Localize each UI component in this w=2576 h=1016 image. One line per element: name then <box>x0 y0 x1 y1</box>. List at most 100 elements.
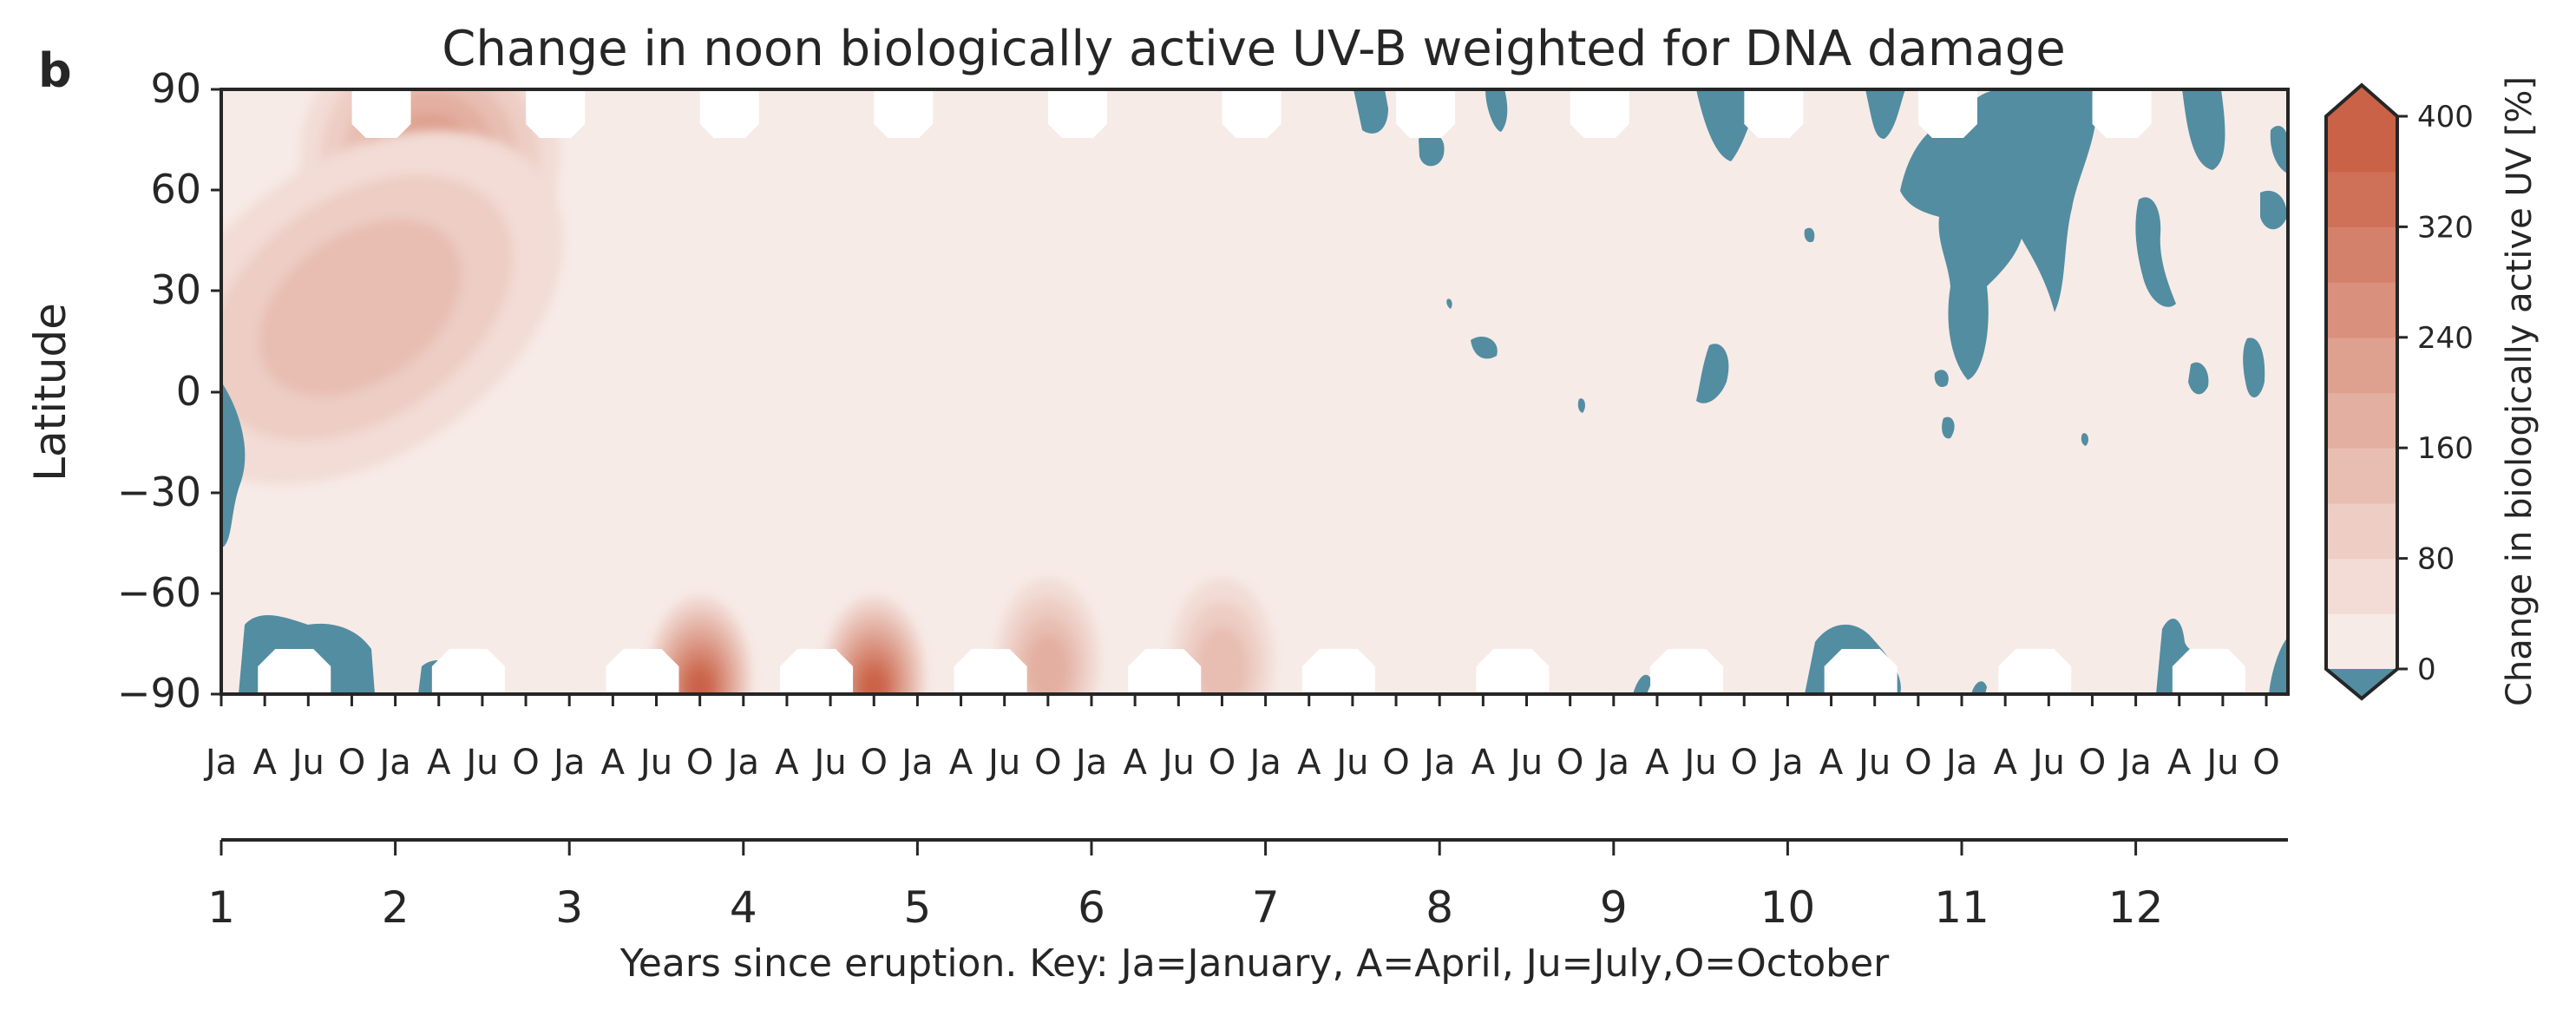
month-tick-label: Ju <box>290 743 324 783</box>
month-tick-label: Ja <box>377 743 410 783</box>
month-tick-label: A <box>1297 743 1321 783</box>
year-tick-label: 7 <box>1252 882 1280 933</box>
panel-label: b <box>38 43 72 98</box>
negative-region <box>1419 134 1445 167</box>
month-tick-label: Ja <box>1943 743 1977 783</box>
month-tick-label: A <box>1993 743 2017 783</box>
missing-data-notch <box>1744 89 1804 138</box>
negative-region <box>2188 362 2209 395</box>
month-tick-label: Ju <box>638 743 672 783</box>
month-tick-label: O <box>1382 743 1409 783</box>
negative-region <box>2182 89 2225 170</box>
missing-data-notch <box>1047 89 1107 138</box>
missing-data-notch <box>1998 649 2072 694</box>
colorbar-tick-label: 400 <box>2417 100 2474 134</box>
negative-region <box>2243 338 2265 398</box>
negative-region <box>1934 370 1949 388</box>
heatmap-area <box>221 89 2288 694</box>
month-tick-label: Ja <box>1247 743 1281 783</box>
negative-region <box>1900 89 2099 380</box>
month-tick-label: Ja <box>203 743 237 783</box>
month-tick-label: A <box>427 743 451 783</box>
negative-region <box>1804 227 1815 243</box>
month-tick-label: A <box>775 743 799 783</box>
missing-data-notch <box>1650 649 1724 694</box>
year-tick-label: 11 <box>1934 882 1989 933</box>
colorbar-max-extension <box>2326 85 2397 116</box>
month-tick-label: O <box>1731 743 1758 783</box>
missing-data-notch <box>954 649 1027 694</box>
year-tick-label: 6 <box>1078 882 1105 933</box>
month-tick-label: Ju <box>1508 743 1543 783</box>
year-tick-label: 4 <box>730 882 757 933</box>
enhancement-contour <box>259 219 462 397</box>
colorbar-segment <box>2326 171 2397 227</box>
month-tick-label: A <box>949 743 973 783</box>
month-tick-label: Ja <box>1421 743 1455 783</box>
negative-region <box>2135 197 2176 307</box>
negative-region <box>1446 298 1452 309</box>
missing-data-notch <box>258 649 331 694</box>
colorbar-segment <box>2326 337 2397 394</box>
missing-data-notch <box>351 89 411 138</box>
month-tick-label: O <box>1904 743 1931 783</box>
month-tick-label: O <box>2079 743 2106 783</box>
missing-data-notch <box>606 649 679 694</box>
month-tick-label: Ju <box>2030 743 2065 783</box>
y-tick-label: −30 <box>117 469 201 515</box>
missing-data-notch <box>1917 89 1977 138</box>
colorbar-segment <box>2326 392 2397 449</box>
colorbar-segment <box>2326 282 2397 338</box>
negative-region <box>1971 681 1987 694</box>
y-tick-label: 90 <box>150 65 201 112</box>
colorbar-segment <box>2326 448 2397 504</box>
negative-region <box>1577 398 1585 413</box>
month-tick-label: Ja <box>725 743 759 783</box>
negative-region <box>1471 337 1498 359</box>
negative-region <box>1696 344 1729 403</box>
month-tick-label: Ju <box>1856 743 1891 783</box>
month-tick-label: Ju <box>1334 743 1368 783</box>
negative-region <box>2260 190 2287 230</box>
year-tick-label: 3 <box>555 882 583 933</box>
month-tick-label: A <box>1472 743 1496 783</box>
month-tick-label: O <box>2252 743 2279 783</box>
missing-data-notch <box>526 89 586 138</box>
colorbar-segment <box>2326 613 2397 670</box>
missing-data-notch <box>431 649 505 694</box>
enhancement-contour <box>863 671 885 694</box>
month-tick-label: Ju <box>812 743 847 783</box>
month-tick-label: O <box>512 743 539 783</box>
negative-region <box>1942 416 1955 439</box>
negative-region <box>1633 674 1652 694</box>
month-tick-label: Ja <box>2117 743 2151 783</box>
month-tick-label: O <box>338 743 365 783</box>
missing-data-notch <box>1301 649 1375 694</box>
month-tick-label: A <box>1123 743 1147 783</box>
missing-data-regions <box>258 89 2245 694</box>
colorbar-tick-label: 240 <box>2417 321 2474 356</box>
colorbar-tick-label: 0 <box>2417 652 2436 687</box>
y-tick-label: −90 <box>117 670 201 717</box>
year-tick-label: 9 <box>1600 882 1628 933</box>
y-tick-label: 60 <box>150 166 201 213</box>
y-axis: 90 60 30 0 −30 −60 −90 <box>117 65 221 717</box>
month-tick-label: Ju <box>2204 743 2238 783</box>
negative-region <box>2269 638 2288 694</box>
negative-region <box>221 382 246 547</box>
year-tick-label: 1 <box>207 882 235 933</box>
missing-data-notch <box>1476 649 1550 694</box>
missing-data-notch <box>2092 89 2152 138</box>
colorbar-segment <box>2326 226 2397 283</box>
y-tick-label: 30 <box>150 266 201 313</box>
year-axis: 1 2 3 4 5 6 7 8 9 10 11 12 <box>207 838 2288 933</box>
month-axis: Ja A Ju O Ja A Ju O Ja A Ju O Ja A Ju O Ja A Ju O Ja A Ju O Ja A J… <box>203 694 2280 783</box>
y-axis-label: Latitude <box>25 303 75 482</box>
colorbar-segment <box>2326 558 2397 614</box>
missing-data-notch <box>2172 649 2245 694</box>
year-tick-label: 2 <box>382 882 410 933</box>
month-tick-label: Ja <box>899 743 933 783</box>
colorbar-tick-label: 320 <box>2417 210 2474 245</box>
year-tick-label: 10 <box>1760 882 1816 933</box>
colorbar-segment <box>2326 502 2397 560</box>
